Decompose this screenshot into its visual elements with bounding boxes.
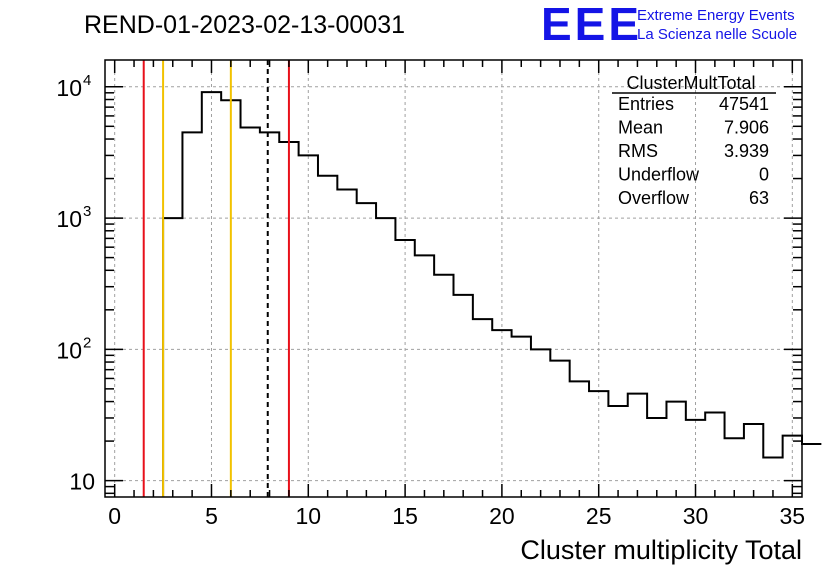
logo-mark: EEE [541,0,642,50]
x-tick-label: 20 [489,503,515,529]
grid-layer [105,60,802,497]
stats-label: Entries [618,94,674,114]
logo-line-2: La Scienza nelle Scuole [637,26,797,43]
y-tick-label: 10 [69,469,95,495]
x-tick-label: 10 [295,503,321,529]
stats-title: ClusterMultTotal [626,73,755,93]
stats-rows: Entries 47541 Mean 7.906 RMS 3.939 Underflow 0 O… [618,94,769,208]
x-tick-label: 0 [108,503,121,529]
y-tick-exponent: 3 [83,203,91,220]
stats-value: 63 [749,188,769,208]
y-tick-label: 10 [56,206,82,232]
x-axis-label: Cluster multiplicity Total [520,535,802,565]
y-tick-exponent: 2 [83,334,91,351]
stats-value: 3.939 [724,141,769,161]
x-tick-label: 5 [205,503,218,529]
stats-value: 47541 [719,94,769,114]
plot-frame [104,59,803,498]
x-tick-label: 35 [780,503,806,529]
y-tick-label: 10 [56,337,82,363]
stats-value: 0 [759,165,769,185]
stats-value: 7.906 [724,118,769,138]
axis-ticks [105,60,802,497]
x-tick-label: 15 [392,503,418,529]
y-tick-exponent: 4 [83,72,91,89]
marker-lines [142,60,290,497]
x-tick-labels: 0 5 10 15 20 25 30 35 [108,503,805,529]
run-title: REND-01-2023-02-13-00031 [84,11,405,39]
stats-label: RMS [618,141,658,161]
stats-label: Underflow [618,165,700,185]
x-tick-label: 30 [683,503,709,529]
stats-label: Overflow [618,188,690,208]
stats-box: ClusterMultTotal Entries 47541 Mean 7.906 RM… [612,73,776,208]
histogram-layer [162,91,822,497]
stats-label: Mean [618,118,663,138]
histogram-outline [162,91,822,497]
eee-logo: EEE Extreme Energy Events La Scienza nel… [541,0,797,50]
y-tick-label: 10 [56,75,82,101]
x-tick-label: 25 [586,503,612,529]
logo-line-1: Extreme Energy Events [637,7,795,24]
